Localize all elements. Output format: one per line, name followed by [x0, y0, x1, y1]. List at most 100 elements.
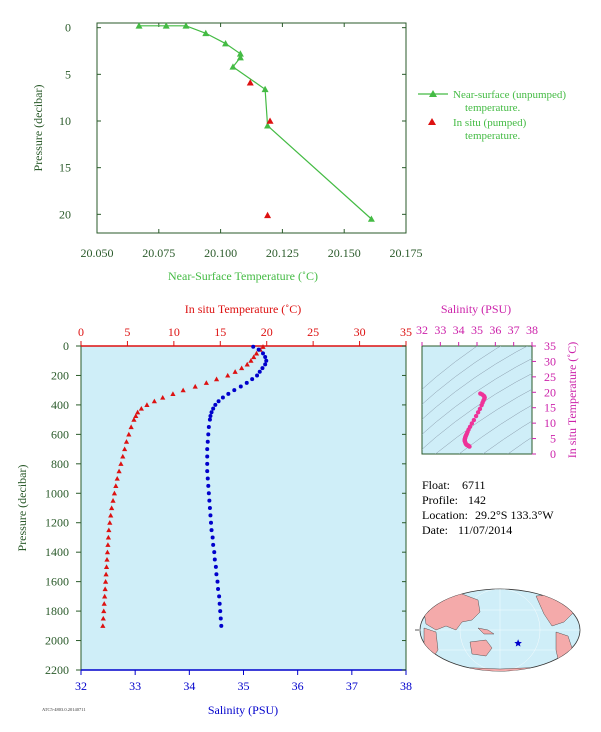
- profile-salinity-point: [209, 520, 213, 525]
- profile-top-label: In situ Temperature (˚C): [185, 302, 302, 316]
- profile-sal-tick-label: 35: [238, 679, 250, 693]
- profile-label: Profile:: [422, 493, 458, 507]
- profile-temp-point: [102, 586, 108, 592]
- profile-salinity-point: [210, 535, 215, 540]
- profile-temp-point: [260, 344, 266, 349]
- profile-salinity-point: [257, 369, 262, 374]
- profile-temp-point: [244, 361, 250, 367]
- profile-temp-point: [128, 424, 134, 430]
- location-value: 29.2°S 133.3°W: [475, 508, 554, 522]
- profile-temp-point: [116, 468, 122, 474]
- profile-series: [100, 344, 269, 628]
- ts-point: [467, 444, 472, 449]
- profile-temp-point: [104, 556, 110, 562]
- profile-salinity-point: [214, 572, 219, 577]
- profile-temp-tick-label: 5: [124, 325, 130, 339]
- profile-salinity-point: [256, 347, 261, 352]
- profile-temp-point: [110, 498, 116, 503]
- profile-salinity-point: [209, 528, 214, 533]
- profile-sal-tick-label: 38: [400, 679, 412, 693]
- profile-temp-point: [144, 402, 150, 407]
- ts-point: [477, 406, 483, 412]
- profile-salinity-point: [208, 413, 213, 418]
- ts-temp-tick-label: 35: [544, 339, 556, 353]
- profile-temp-point: [253, 350, 260, 356]
- profile-salinity-point: [232, 388, 237, 393]
- legend-label2-in-situ: temperature.: [465, 130, 521, 142]
- profile-salinity-point: [208, 513, 213, 518]
- ns-point-near-surface: [236, 54, 244, 61]
- profile-sal-tick-label: 36: [292, 679, 304, 693]
- ts-sal-tick-label: 32: [416, 323, 428, 337]
- profile-value: 142: [468, 493, 486, 507]
- ns-point-near-surface: [182, 22, 190, 29]
- ts-point: [475, 410, 481, 415]
- profile-salinity-point: [212, 557, 217, 562]
- profile-temp-tick-label: 30: [354, 325, 366, 339]
- profile-salinity-point: [206, 432, 211, 437]
- legend-label2-near-surface: temperature.: [465, 102, 521, 114]
- ts-point: [469, 421, 475, 426]
- profile-ytick-label: 2000: [45, 634, 69, 648]
- profile-salinity-point: [207, 417, 212, 422]
- float-info: Float: 6711 Profile: 142 Location: 29.2°…: [422, 478, 554, 537]
- profile-ytick-label: 200: [51, 368, 69, 382]
- profile-temp-point: [138, 405, 144, 411]
- ts-right-label: In situ Temperature (˚C): [565, 342, 579, 459]
- profile-ytick-label: 1200: [45, 516, 69, 530]
- profile-salinity-point: [213, 402, 218, 407]
- ts-sal-tick-label: 38: [526, 323, 538, 337]
- float-value: 6711: [462, 478, 486, 492]
- profile-temp-point: [105, 542, 111, 547]
- location-map: [415, 588, 581, 672]
- profile-temp-point: [251, 354, 257, 360]
- ns-point-near-surface: [264, 122, 272, 129]
- ns-series-line: [139, 25, 372, 220]
- profile-salinity-point: [261, 351, 265, 356]
- profile-salinity-point: [205, 476, 210, 481]
- profile-temp-point: [170, 391, 176, 396]
- profile-salinity-point: [220, 395, 225, 400]
- profile-temp-tick-label: 0: [78, 325, 84, 339]
- ns-point-in-situ: [246, 79, 254, 86]
- profile-temp-point: [106, 527, 112, 533]
- profile-ytick-label: 1400: [45, 545, 69, 559]
- profile-salinity-point: [213, 564, 218, 569]
- ns-point-near-surface: [135, 22, 143, 29]
- profile-temp-point: [100, 623, 106, 628]
- profile-salinity-point: [205, 469, 210, 474]
- profile-temp-point: [192, 383, 198, 389]
- profile-salinity-point: [218, 616, 223, 621]
- profile-salinity-point: [206, 483, 211, 488]
- profile-temp-point: [203, 380, 209, 385]
- profile-salinity-point: [212, 550, 217, 555]
- profile-temp-point: [126, 431, 132, 437]
- ns-point-in-situ: [264, 211, 272, 219]
- ns-point-near-surface: [367, 215, 375, 222]
- ns-point-near-surface: [236, 50, 244, 57]
- profile-temp-point: [131, 417, 137, 422]
- profile-salinity-point: [244, 380, 249, 385]
- profile-sal-tick-label: 32: [75, 679, 87, 693]
- profile-temp-point: [102, 593, 108, 599]
- profile-temp-point: [103, 579, 109, 584]
- ts-sal-tick-label: 33: [434, 323, 446, 337]
- profile-temp-point: [111, 490, 118, 496]
- profile-salinity-point: [207, 506, 212, 510]
- ns-xtick-label: 20.125: [266, 246, 299, 260]
- profile-chart: 0 5 10 15 20 25 30 35 32 33 34 35 36 37 38 0 200 400 600 80…: [15, 302, 412, 717]
- profile-ytick-label: 1000: [45, 486, 69, 500]
- near-surface-xlabel: Near-Surface Temperature (˚C): [168, 269, 318, 283]
- ns-point-in-situ: [266, 117, 274, 124]
- profile-plot-area: [80, 345, 407, 671]
- ns-xtick-label: 20.050: [81, 246, 114, 260]
- near-surface-axes: 20.050 20.075 20.100 20.125 20.150 20.175 0 5 10…: [59, 21, 423, 260]
- profile-salinity-point: [211, 542, 216, 547]
- map-graticule: [420, 589, 580, 671]
- ns-point-near-surface: [229, 63, 237, 70]
- profile-temp-point: [104, 549, 111, 555]
- profile-temp-point: [107, 520, 113, 525]
- profile-ytick-label: 600: [51, 427, 69, 441]
